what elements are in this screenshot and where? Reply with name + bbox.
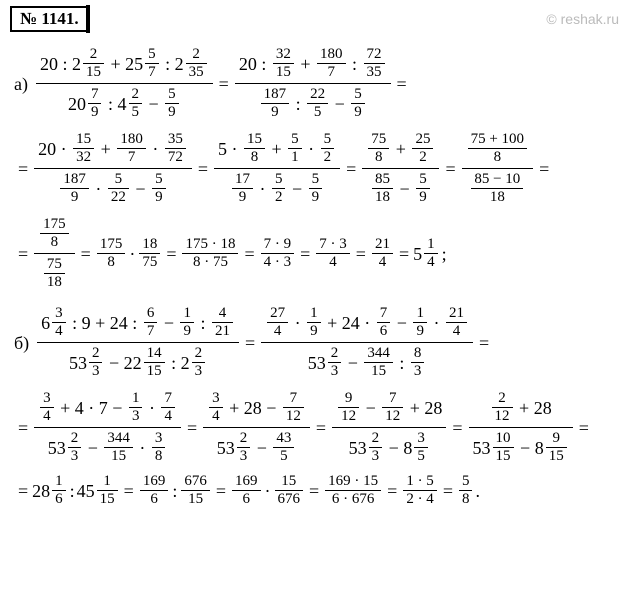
a-line-3: = 1758 7518 = 1758 · 1875 = 175 · 188 · … <box>14 214 619 293</box>
a-line-2: = 20 · 1532 + 1807 · 3572 1879 · 522 − 5… <box>14 129 619 208</box>
a-l1-frac1: 20 : 2215 + 2557 : 2235 2079 : 425 − 59 <box>36 44 213 123</box>
b-l2-frac4: 212 + 28 531015 − 8915 <box>469 388 573 467</box>
label-b: б) <box>14 334 29 352</box>
label-a: а) <box>14 75 28 93</box>
solution-content: а) 20 : 2215 + 2557 : 2235 2079 : 425 − … <box>0 34 629 524</box>
a-line-1: а) 20 : 2215 + 2557 : 2235 2079 : 425 − … <box>14 44 619 123</box>
watermark: © reshak.ru <box>546 11 619 27</box>
a-l2-frac4: 75 + 1008 85 − 1018 <box>462 129 533 208</box>
a-l2-frac2: 5 · 158 + 51 · 52 179 · 52 − 59 <box>214 129 340 208</box>
b-line-1: б) 634 : 9 + 24 : 67 − 19 : 421 5323 − 2… <box>14 303 619 382</box>
b-l1-frac2: 274 · 19 + 24 · 76 − 19 · 214 5323 − 344… <box>261 303 473 382</box>
a-l2-frac1: 20 · 1532 + 1807 · 3572 1879 · 522 − 59 <box>34 129 192 208</box>
b-l2-frac3: 912 − 712 + 28 5323 − 835 <box>332 388 446 467</box>
a-l3-frac1: 1758 7518 <box>34 214 75 293</box>
a-l2-frac3: 758 + 252 8518 − 59 <box>362 129 439 208</box>
b-line-2: = 34 + 4 · 7 − 13 · 74 5323 − 34415 · 38… <box>14 388 619 467</box>
problem-number: № 1141. <box>10 6 89 32</box>
b-l1-frac1: 634 : 9 + 24 : 67 − 19 : 421 5323 − 2214… <box>37 303 239 382</box>
b-l2-frac2: 34 + 28 − 712 5323 − 435 <box>203 388 310 467</box>
b-line-3: = 2816 : 45115 = 1696 : 67615 = 1696 · 1… <box>14 473 619 508</box>
a-l1-frac2: 20 : 3215 + 1807 : 7235 1879 : 225 − 59 <box>235 44 391 123</box>
b-l2-frac1: 34 + 4 · 7 − 13 · 74 5323 − 34415 · 38 <box>34 388 181 467</box>
